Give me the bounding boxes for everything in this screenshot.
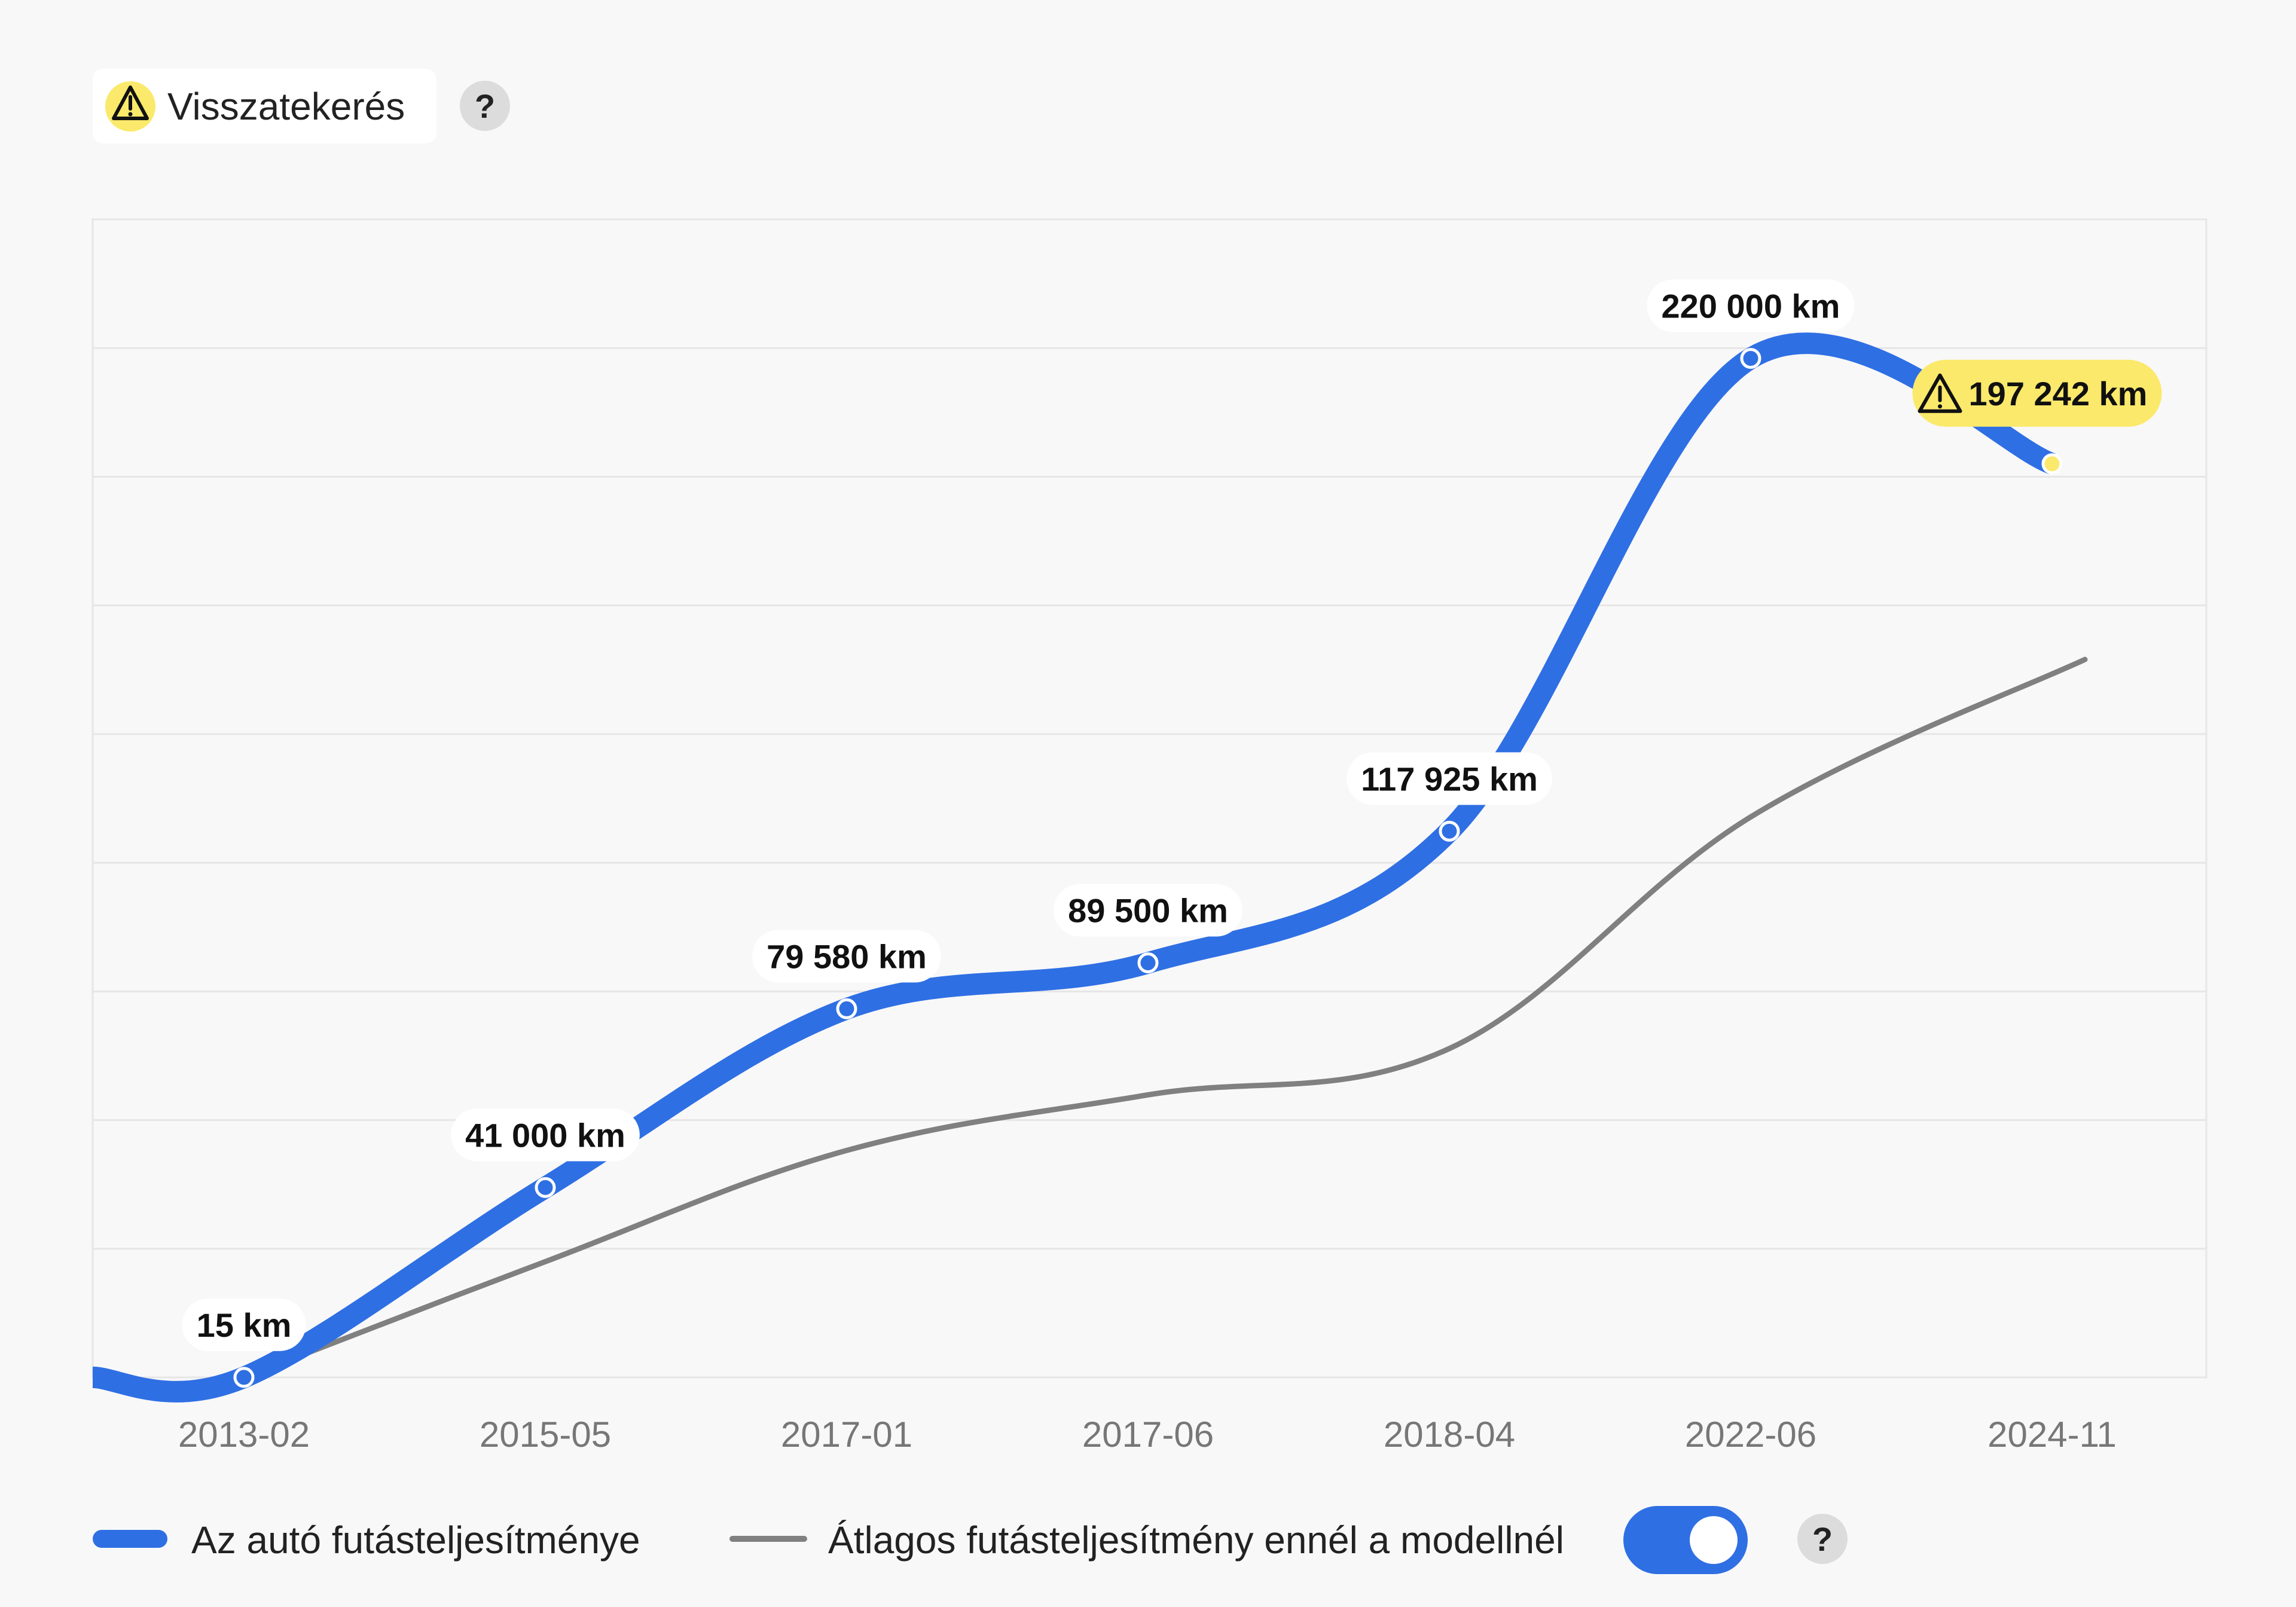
data-label-text: 197 242 km	[1969, 375, 2148, 413]
legend: Az autó futásteljesítménye Átlagos futás…	[93, 1519, 1564, 1562]
data-label-bg	[182, 1298, 306, 1351]
x-tick-label: 2013-02	[178, 1414, 310, 1455]
data-label-flagged: 197 242 km	[1912, 359, 2162, 427]
legend-label-average: Átlagos futásteljesítmény ennél a modell…	[828, 1519, 1564, 1562]
x-tick-label: 2018-04	[1384, 1414, 1515, 1455]
toggle-knob	[1690, 1516, 1738, 1564]
data-label: 89 500 km	[1054, 884, 1242, 937]
rollback-label: Visszatekerés	[167, 85, 405, 128]
data-label-bg	[1647, 279, 1855, 332]
series-line-average	[241, 656, 2088, 1380]
data-label-text: 41 000 km	[465, 1116, 625, 1154]
data-point[interactable]	[1439, 820, 1460, 842]
average-help-button[interactable]: ?	[1797, 1514, 1848, 1564]
data-points	[233, 347, 2063, 1388]
warning-triangle-icon	[105, 81, 155, 132]
data-label-bg	[451, 1108, 640, 1162]
rollback-warning-chip[interactable]: Visszatekerés	[93, 69, 436, 143]
data-point[interactable]	[1740, 347, 1761, 369]
data-point[interactable]	[836, 998, 857, 1019]
data-labels: 15 km 41 000 km 79 580 km 89 500 km 117 925 …	[182, 279, 2162, 1351]
legend-label-car: Az autó futásteljesítménye	[191, 1519, 640, 1562]
data-label-text: 117 925 km	[1361, 760, 1538, 798]
data-label-bg	[752, 930, 941, 983]
data-label: 220 000 km	[1647, 279, 1855, 332]
data-label-text: 15 km	[197, 1306, 292, 1344]
data-label: 41 000 km	[451, 1108, 640, 1162]
data-label: 117 925 km	[1347, 752, 1552, 805]
series-lines	[91, 332, 2088, 1403]
x-tick-label: 2017-01	[781, 1414, 912, 1455]
x-axis: 2013-02 2015-05 2017-01 2017-06 2018-04 2022-…	[178, 1414, 2117, 1455]
help-icon: ?	[1812, 1520, 1833, 1558]
data-label: 15 km	[182, 1298, 306, 1351]
data-point[interactable]	[535, 1177, 556, 1198]
help-icon: ?	[475, 87, 495, 125]
data-point[interactable]	[1137, 952, 1159, 974]
data-label-bg	[1912, 359, 2162, 427]
data-label-text: 220 000 km	[1662, 287, 1840, 325]
series-line-car	[91, 332, 2056, 1403]
data-label-bg	[1054, 884, 1242, 937]
data-label-text: 89 500 km	[1068, 892, 1228, 930]
x-tick-label: 2015-05	[480, 1414, 611, 1455]
data-label-text: 79 580 km	[767, 937, 927, 975]
data-label: 79 580 km	[752, 930, 941, 983]
warning-triangle-icon	[1918, 373, 1962, 413]
average-toggle[interactable]	[1623, 1506, 1748, 1574]
x-tick-label: 2017-06	[1082, 1414, 1214, 1455]
rollback-help-button[interactable]: ?	[460, 81, 510, 131]
plot-area	[91, 218, 2208, 1379]
data-point[interactable]	[233, 1367, 255, 1388]
data-point-flagged[interactable]	[2041, 453, 2063, 475]
x-tick-label: 2022-06	[1685, 1414, 1816, 1455]
x-tick-label: 2024-11	[1987, 1414, 2117, 1455]
data-label-bg	[1347, 752, 1552, 805]
legend-swatch-car	[93, 1530, 167, 1548]
